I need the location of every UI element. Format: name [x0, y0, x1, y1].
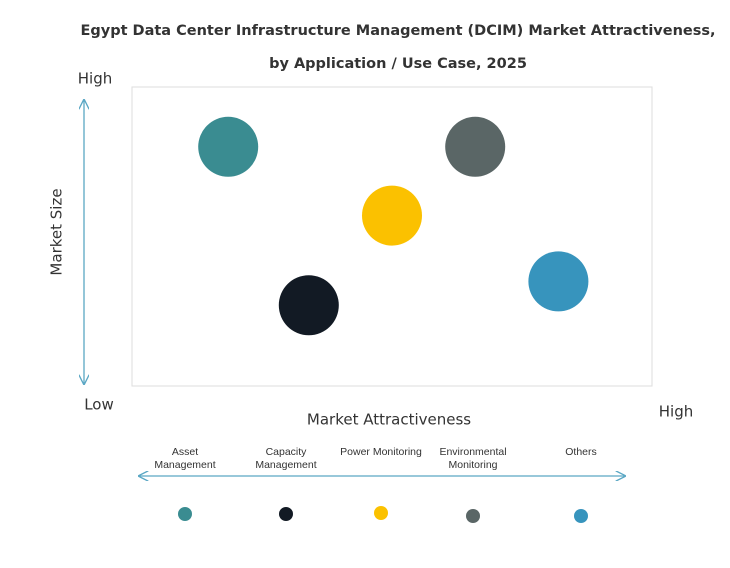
- legend-label: Others: [565, 446, 597, 458]
- chart-title: by Application / Use Case, 2025: [269, 56, 527, 72]
- bubble: [362, 185, 422, 246]
- bubble: [445, 116, 506, 177]
- legend-swatch: [178, 507, 192, 521]
- legend-swatch: [374, 506, 388, 520]
- bubble: [198, 116, 259, 177]
- legend-swatch: [279, 507, 293, 521]
- legend-swatch: [466, 509, 480, 523]
- bubble: [278, 275, 339, 336]
- chart-title: Egypt Data Center Infrastructure Managem…: [80, 23, 715, 39]
- legend-swatch: [574, 509, 588, 523]
- legend-label: Capacity Management: [255, 446, 317, 471]
- legend-label: Power Monitoring: [340, 446, 422, 458]
- bubble: [528, 251, 589, 312]
- x-high-label: High: [659, 403, 693, 421]
- y-high-label: High: [78, 70, 112, 88]
- legend-label: Environmental Monitoring: [439, 446, 507, 471]
- legend-label: Asset Management: [154, 446, 216, 471]
- y-low-label: Low: [84, 396, 114, 414]
- plot-area: [131, 86, 653, 387]
- x-axis-label: Market Attractiveness: [307, 411, 471, 429]
- y-axis-label: Market Size: [48, 188, 66, 275]
